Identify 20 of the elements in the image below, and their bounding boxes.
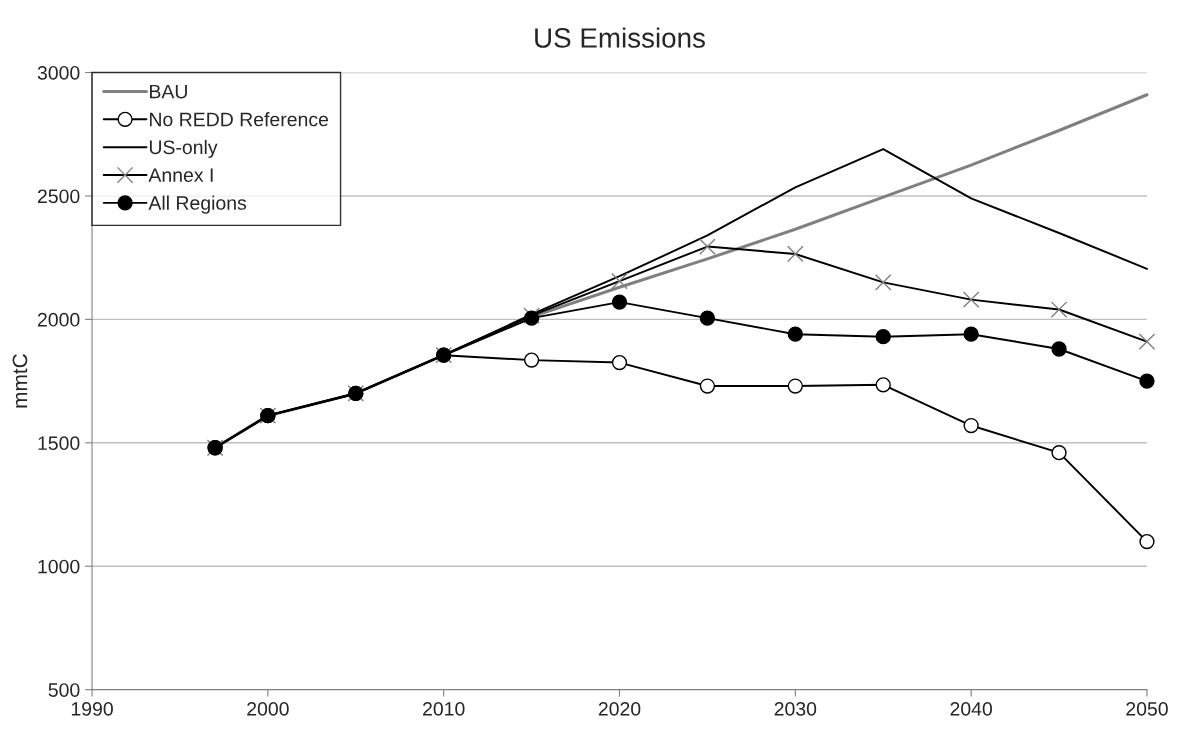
x-tick-label: 2040 xyxy=(950,702,993,716)
x-tick-label: 2010 xyxy=(423,702,465,716)
x-tick-label: 2000 xyxy=(247,702,289,716)
y-tick-label: 2000 xyxy=(37,312,80,327)
legend-label: BAU xyxy=(150,84,187,99)
y-tick-label: 1000 xyxy=(38,559,80,574)
x-tick-label: 2030 xyxy=(774,702,817,716)
x-tick-label: 2020 xyxy=(598,702,641,716)
legend-label: All Regions xyxy=(148,195,247,214)
y-tick-label: 500 xyxy=(48,683,80,697)
y-axis-title: mmtC xyxy=(12,354,28,408)
y-tick-label: 1500 xyxy=(38,436,80,451)
y-tick-label: 2500 xyxy=(37,189,80,204)
x-tick-label: 1990 xyxy=(71,702,113,716)
legend-label: No REDD Reference xyxy=(150,112,329,127)
legend-label: US-only xyxy=(149,139,218,159)
y-tick-label: 3000 xyxy=(37,65,80,80)
chart-title: US Emissions xyxy=(535,27,705,48)
legend-label: Annex I xyxy=(148,168,213,183)
x-tick-label: 2050 xyxy=(1126,702,1168,716)
